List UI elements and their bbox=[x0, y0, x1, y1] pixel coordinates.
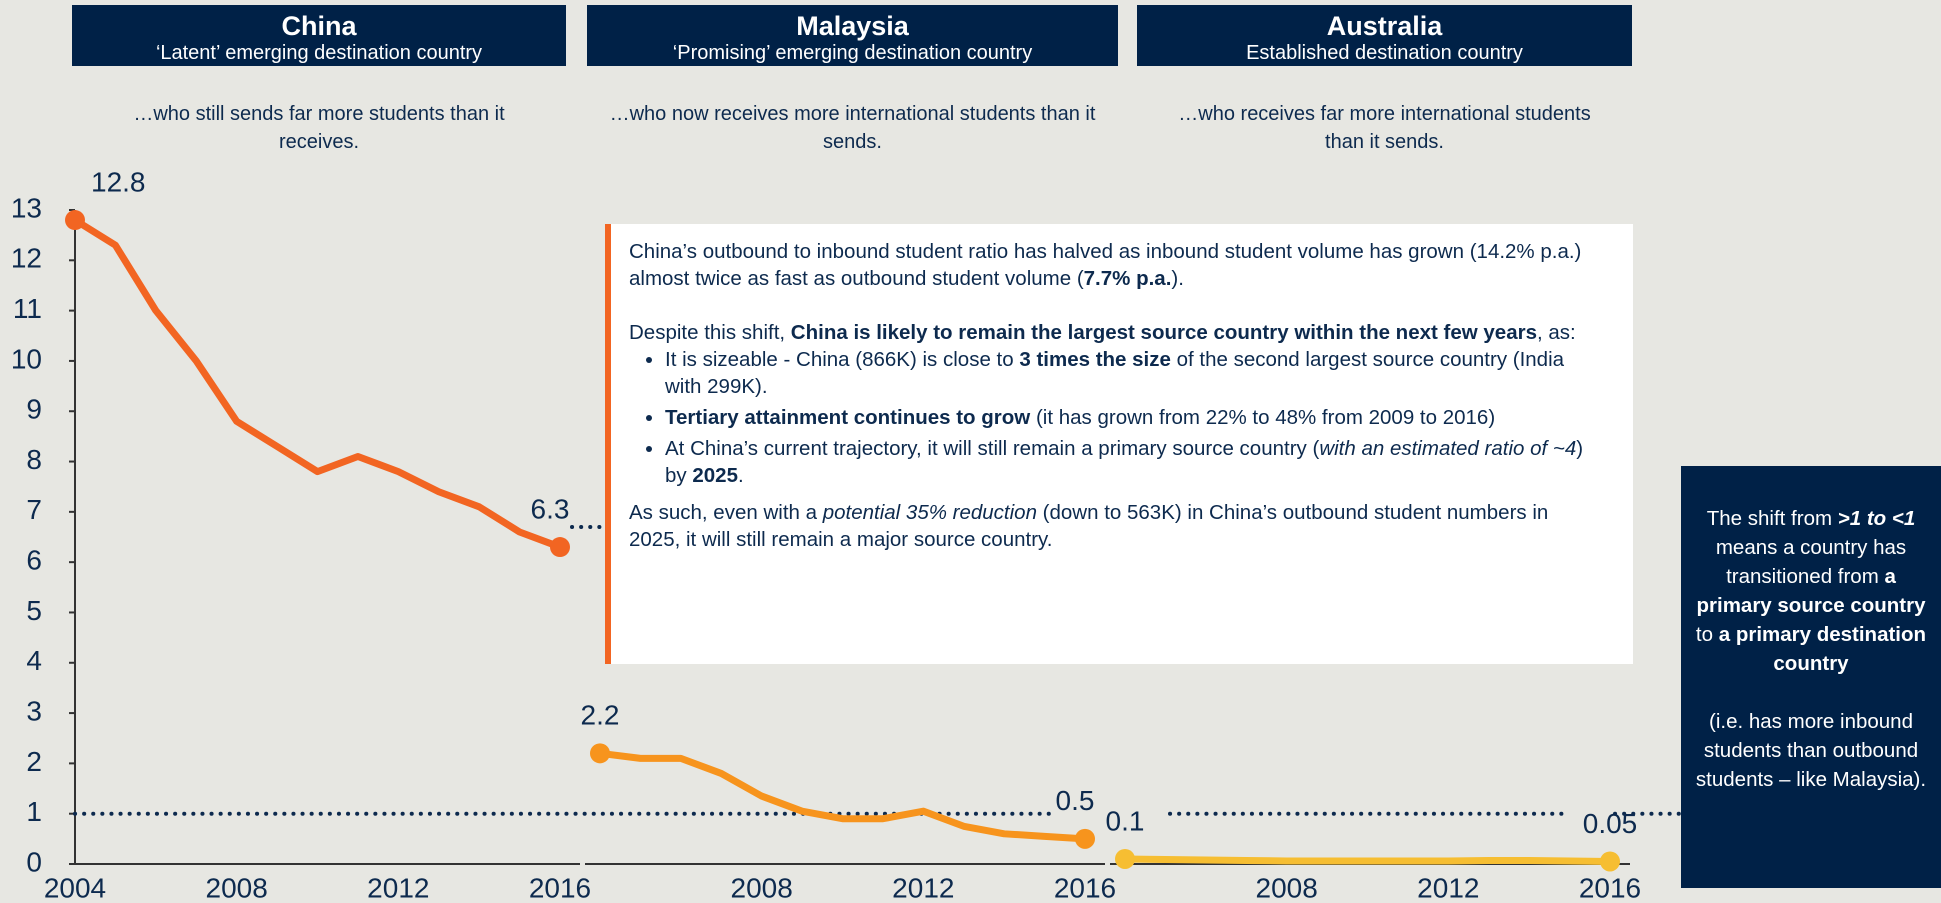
value-label: 0.5 bbox=[1056, 785, 1095, 816]
x-tick-label: 2016 bbox=[1054, 872, 1116, 903]
y-tick-label: 0 bbox=[26, 846, 42, 877]
y-tick-label: 8 bbox=[26, 444, 42, 475]
x-tick-label: 2012 bbox=[1417, 872, 1479, 903]
text-run: (it has grown from 22% to 48% from 2009 … bbox=[1030, 406, 1496, 429]
paragraph: The shift from >1 to <1 means a country … bbox=[1693, 504, 1929, 678]
x-tick-label: 2008 bbox=[731, 872, 793, 903]
x-tick-label: 2004 bbox=[44, 872, 106, 903]
text-run: of the second largest source country (In… bbox=[665, 348, 1565, 398]
series-line bbox=[73, 217, 562, 551]
value-label: 0.1 bbox=[1106, 805, 1145, 836]
text-run: >1 to <1 bbox=[1837, 507, 1916, 530]
value-label: 6.3 bbox=[531, 493, 570, 524]
text-run: The shift from bbox=[1706, 507, 1838, 530]
text-run: ) by bbox=[665, 437, 1584, 487]
panel-title: China bbox=[281, 11, 357, 41]
text-run: (i.e. has more inbound students than out… bbox=[1695, 710, 1927, 791]
text-run: ). bbox=[1171, 267, 1184, 290]
text-run: a primary destination country bbox=[1718, 623, 1927, 675]
panel-description: …who receives far more international stu… bbox=[1178, 103, 1591, 153]
x-tick-label: 2012 bbox=[892, 872, 954, 903]
paragraph: China’s outbound to inbound student rati… bbox=[629, 238, 1593, 292]
x-tick-label: 2012 bbox=[367, 872, 429, 903]
panel-title: Australia bbox=[1326, 11, 1443, 41]
value-label: 2.2 bbox=[581, 700, 620, 731]
value-label: 0.05 bbox=[1583, 808, 1638, 839]
value-label: 12.8 bbox=[91, 166, 146, 197]
panel-header: China ‘Latent’ emerging destination count… bbox=[72, 5, 566, 66]
bullet-list: It is sizeable - China (866K) is close t… bbox=[629, 346, 1593, 489]
text-run: At China’s current trajectory, it will s… bbox=[665, 437, 1320, 460]
panel-description: …who now receives more international stu… bbox=[609, 103, 1096, 153]
panel-subtitle: Established destination country bbox=[1246, 42, 1523, 64]
panel-header: Australia Established destination country bbox=[1137, 5, 1632, 66]
end-point bbox=[1075, 828, 1095, 849]
end-point bbox=[65, 210, 85, 231]
y-tick-label: 12 bbox=[11, 243, 42, 274]
y-tick-label: 2 bbox=[26, 746, 42, 777]
panel-description: …who still sends far more students than … bbox=[133, 103, 505, 153]
text-run: , as: bbox=[1537, 321, 1576, 344]
sidebar: The shift from >1 to <1 means a country … bbox=[1681, 466, 1941, 888]
y-tick-label: 13 bbox=[11, 192, 42, 223]
x-tick-label: 2008 bbox=[1256, 872, 1318, 903]
bullet: Tertiary attainment continues to grow (i… bbox=[665, 404, 1593, 431]
x-tick-label: 2016 bbox=[1579, 872, 1641, 903]
y-tick-label: 11 bbox=[13, 293, 42, 324]
paragraph: (i.e. has more inbound students than out… bbox=[1693, 707, 1929, 794]
y-tick-label: 3 bbox=[26, 695, 42, 726]
end-point bbox=[590, 743, 610, 764]
text-run: Despite this shift, bbox=[629, 321, 791, 344]
end-point bbox=[1600, 851, 1620, 872]
end-point bbox=[1115, 848, 1135, 869]
y-tick-label: 6 bbox=[26, 545, 42, 576]
bullet: It is sizeable - China (866K) is close t… bbox=[665, 346, 1593, 400]
paragraph: As such, even with a potential 35% reduc… bbox=[629, 499, 1593, 553]
text-run: As such, even with a bbox=[629, 501, 823, 524]
text-run: China’s outbound to inbound student rati… bbox=[629, 240, 1582, 290]
text-run: potential 35% reduction bbox=[822, 501, 1037, 524]
panel-subtitle: ‘Promising’ emerging destination country bbox=[672, 42, 1033, 64]
text-run: with an estimated ratio of ~4 bbox=[1319, 437, 1577, 460]
x-tick-label: 2008 bbox=[206, 872, 268, 903]
text-run: (down to 563K) in China’s outbound stude… bbox=[629, 501, 1549, 551]
y-tick-label: 7 bbox=[26, 494, 42, 525]
paragraph: Despite this shift, China is likely to r… bbox=[629, 319, 1593, 346]
series-line bbox=[599, 749, 1086, 843]
text-run: Tertiary attainment continues to grow bbox=[665, 406, 1031, 429]
y-tick-label: 4 bbox=[26, 645, 42, 676]
text-run: means a country has transitioned from bbox=[1715, 536, 1907, 588]
text-run: 3 times the size bbox=[1019, 348, 1171, 371]
text-run: a primary source country bbox=[1696, 565, 1926, 617]
panel-title: Malaysia bbox=[796, 11, 909, 41]
x-tick-label: 2016 bbox=[529, 872, 591, 903]
panel-header: Malaysia ‘Promising’ emerging destination… bbox=[587, 5, 1118, 66]
y-tick-label: 9 bbox=[26, 394, 42, 425]
end-point bbox=[550, 537, 570, 558]
bullet: At China’s current trajectory, it will s… bbox=[665, 435, 1593, 489]
y-tick-label: 5 bbox=[26, 595, 42, 626]
text-run: It is sizeable - China (866K) is close t… bbox=[665, 348, 1020, 371]
text-run: China is likely to remain the largest so… bbox=[790, 321, 1537, 344]
text-run: to bbox=[1695, 623, 1719, 646]
text-run: . bbox=[737, 464, 744, 487]
y-tick-label: 10 bbox=[11, 343, 42, 374]
text-box: China’s outbound to inbound student rati… bbox=[605, 224, 1633, 664]
y-tick-label: 1 bbox=[26, 796, 42, 827]
panel-subtitle: ‘Latent’ emerging destination country bbox=[155, 42, 483, 64]
text-run: 2025 bbox=[692, 464, 738, 487]
text-run: 7.7% p.a. bbox=[1083, 267, 1172, 290]
series-line bbox=[1124, 855, 1611, 865]
